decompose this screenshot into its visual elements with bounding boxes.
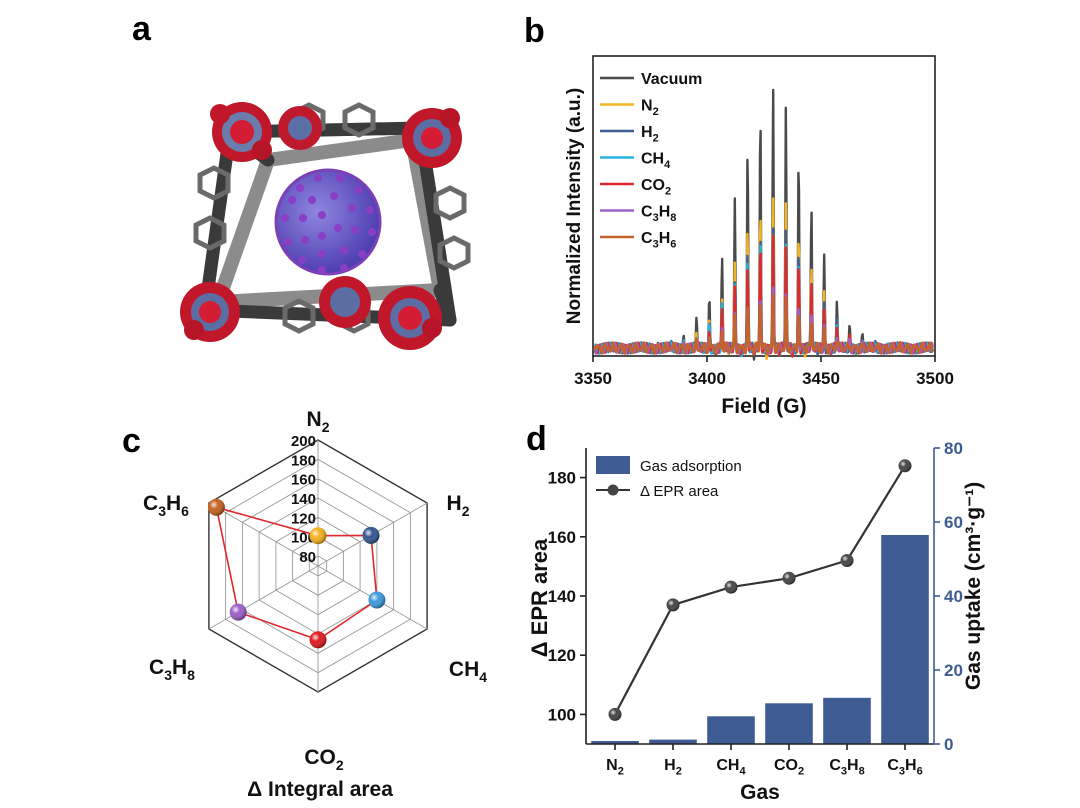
epr-x-axis-label: Field (G) [721,395,806,418]
epr-series-c3h6 [593,293,934,356]
integral-area-radar-chart: 80100120140160180200N2H2CH4CO2C3H8C3H6Δ … [143,408,487,801]
gas-uptake-y-axis-label: Gas uptake (cm³·g⁻¹) [962,482,985,690]
epr-legend-label: C3H8 [641,204,676,224]
epr-legend-label: CO2 [641,177,671,197]
epr-x-tick-label: 3450 [802,369,840,388]
uptake-bar-ch4 [707,716,755,745]
epr-series-n2 [593,197,934,361]
radar-axis-label-ch4: CH4 [449,658,487,685]
epr-series-co2 [593,234,934,358]
x-tick-label-n2: N2 [606,757,624,777]
epr-legend-label: C3H6 [641,230,676,250]
legend-bar-swatch [596,456,630,474]
epr-x-tick-label: 3400 [688,369,726,388]
radar-point-shading [309,631,327,649]
gas-x-axis-label: Gas [740,781,780,804]
x-tick-label-ch4: CH4 [716,757,746,777]
uptake-bar-co2 [765,703,813,744]
radar-axis-label-co2: CO2 [304,746,344,773]
epr-legend-label: H2 [641,124,659,144]
radar-r-tick-label: 180 [291,452,316,469]
legend-line-marker [607,484,619,496]
fullerene-guest [274,168,382,276]
left-tick-label: 140 [548,587,576,606]
epr-area-line [614,465,906,715]
epr-legend-label: N2 [641,98,659,118]
panel-label-a: a [132,10,152,48]
epr-spectra-chart: 3350 3400 3450 3500 Field (G) Normalized Inte… [564,55,954,418]
epr-area-y-axis-label: Δ EPR area [527,538,552,657]
left-tick-label: 160 [548,528,576,547]
left-tick-label: 100 [548,705,576,724]
molecular-cage-illustration [180,102,471,350]
epr-area-point-shading [608,707,622,721]
radar-point-shading [368,591,386,609]
x-tick-label-c3h6: C3H6 [887,757,922,777]
x-tick-label-c3h8: C3H8 [829,757,864,777]
epr-y-axis-label: Normalized Intensity (a.u.) [564,88,585,324]
radar-r-tick-label: 160 [291,472,316,489]
legend-bar-label: Gas adsorption [640,458,742,475]
metal-cluster-nodes [180,102,462,350]
right-tick-label: 40 [944,587,963,606]
right-tick-label: 20 [944,661,963,680]
radar-r-tick-label: 200 [291,433,316,450]
x-tick-label-co2: CO2 [774,757,804,777]
radar-spoke [208,565,319,630]
x-tick-label-h2: H2 [664,757,682,777]
radar-spoke [208,502,319,567]
radar-r-tick-label: 120 [291,510,316,527]
radar-axis-label-h2: H2 [447,492,470,519]
uptake-bar-c3h8 [823,697,871,745]
radar-axis-label-c3h8: C3H8 [149,656,195,683]
right-tick-label: 0 [944,735,953,754]
right-tick-label: 80 [944,439,963,458]
epr-series-h2 [594,227,934,356]
radar-title: Δ Integral area [247,778,393,801]
gas-uptake-epr-chart: 100 120 140 160 180 0 20 40 60 80 N2 H2 CH4 CO2 C3H8 C3… [527,439,985,804]
radar-point-shading [309,527,327,545]
panel-label-d: d [526,420,547,458]
epr-series-ch4 [594,234,934,358]
epr-area-point-shading [782,571,796,585]
epr-area-point-shading [666,598,680,612]
epr-plot-frame [592,55,936,357]
panel-label-c: c [122,422,141,460]
right-tick-label: 60 [944,513,963,532]
radar-point-shading [207,498,225,516]
radar-r-tick-label: 140 [291,491,316,508]
epr-area-point-shading [898,459,912,473]
left-tick-label: 120 [548,646,576,665]
uptake-bar-c3h6 [881,535,929,744]
radar-axis-label-c3h6: C3H6 [143,492,189,519]
epr-x-tick-label: 3350 [574,369,612,388]
epr-x-tick-label: 3500 [916,369,954,388]
epr-area-point-shading [840,554,854,567]
radar-point-shading [362,526,380,544]
panel-label-b: b [524,12,545,50]
left-tick-label: 180 [548,469,576,488]
uptake-bar-n2 [591,741,639,744]
radar-r-tick-label: 80 [299,549,316,566]
radar-axis-label-n2: N2 [307,408,330,435]
uptake-bar-h2 [649,739,697,744]
epr-area-point-shading [724,580,738,594]
epr-legend-label: CH4 [641,151,671,171]
legend-line-label: Δ EPR area [640,483,719,500]
radar-point-shading [229,603,247,621]
epr-legend-label: Vacuum [641,71,702,88]
